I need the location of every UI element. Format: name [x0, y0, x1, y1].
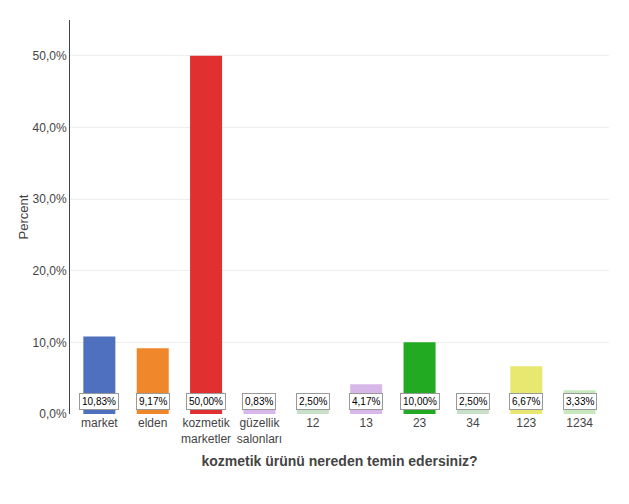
svg-text:market: market — [81, 416, 118, 430]
svg-text:23: 23 — [413, 416, 427, 430]
svg-text:10,00%: 10,00% — [403, 396, 437, 407]
svg-text:kozmetikmarketler: kozmetikmarketler — [181, 416, 231, 446]
svg-text:10,83%: 10,83% — [82, 396, 116, 407]
svg-text:0,83%: 0,83% — [245, 396, 273, 407]
svg-text:13: 13 — [360, 416, 374, 430]
svg-text:34: 34 — [466, 416, 480, 430]
svg-text:2,50%: 2,50% — [459, 396, 487, 407]
svg-text:50,0%: 50,0% — [33, 49, 67, 63]
svg-text:123: 123 — [516, 416, 536, 430]
svg-text:0,0%: 0,0% — [39, 407, 67, 421]
svg-text:50,00%: 50,00% — [189, 396, 223, 407]
svg-text:6,67%: 6,67% — [512, 396, 540, 407]
svg-text:güzelliksalonları: güzelliksalonları — [237, 416, 282, 446]
svg-text:40,0%: 40,0% — [33, 121, 67, 135]
svg-text:elden: elden — [138, 416, 167, 430]
svg-text:2,50%: 2,50% — [299, 396, 327, 407]
svg-text:10,0%: 10,0% — [33, 336, 67, 350]
svg-text:4,17%: 4,17% — [352, 396, 380, 407]
svg-text:Percent: Percent — [16, 194, 31, 239]
svg-text:12: 12 — [306, 416, 320, 430]
svg-text:3,33%: 3,33% — [566, 396, 594, 407]
svg-text:30,0%: 30,0% — [33, 192, 67, 206]
svg-text:1234: 1234 — [566, 416, 593, 430]
svg-text:9,17%: 9,17% — [139, 396, 167, 407]
svg-text:kozmetik ürünü nereden temin e: kozmetik ürünü nereden temin edersiniz? — [201, 453, 477, 469]
svg-text:20,0%: 20,0% — [33, 264, 67, 278]
